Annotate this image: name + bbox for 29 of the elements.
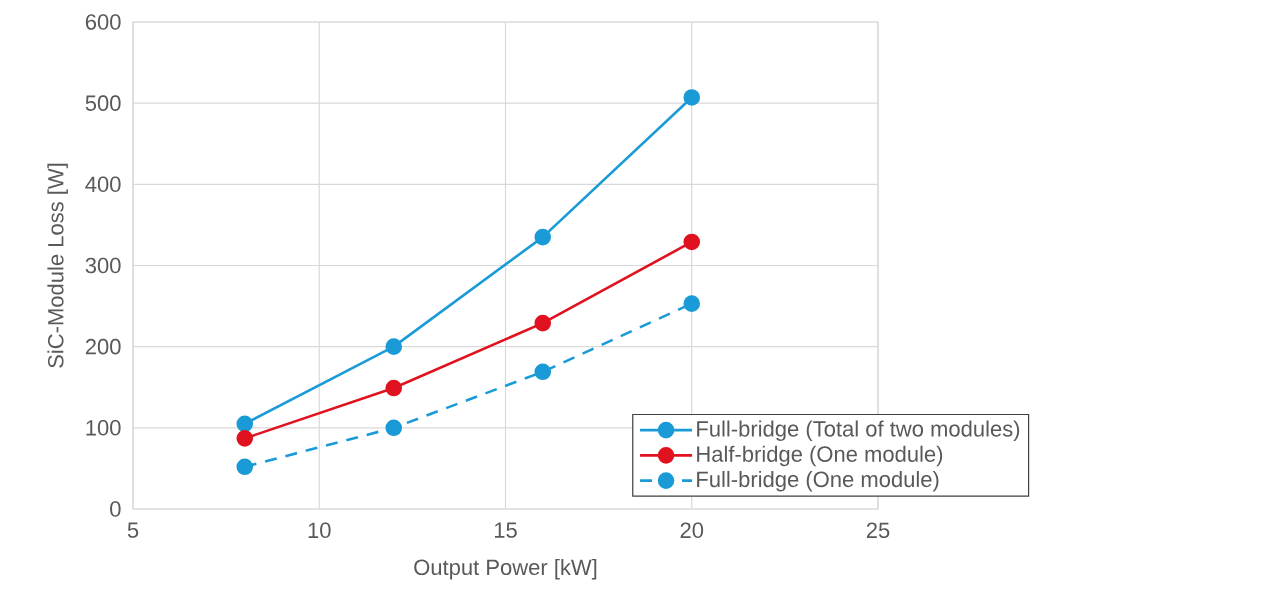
point bbox=[534, 363, 552, 381]
y-tick-label: 100 bbox=[86, 420, 121, 436]
point bbox=[385, 379, 403, 397]
point bbox=[385, 419, 403, 437]
x-tick-label: 15 bbox=[494, 522, 517, 538]
legend-label: Full-bridge (One module) bbox=[697, 470, 939, 492]
y-tick-label: 0 bbox=[110, 501, 121, 517]
point bbox=[683, 233, 701, 251]
point bbox=[683, 295, 701, 312]
point bbox=[534, 228, 552, 246]
x-tick-label: 25 bbox=[866, 522, 890, 539]
point bbox=[236, 415, 254, 433]
x-tick-label: 20 bbox=[680, 522, 704, 539]
x-tick-label: 5 bbox=[127, 522, 139, 538]
y-tick-label: 300 bbox=[85, 257, 121, 274]
legend-label: Full-bridge (Total of two modules) bbox=[697, 420, 1020, 441]
x-axis-title: Output Power [kW] bbox=[414, 558, 597, 580]
x-tick-label: 10 bbox=[308, 522, 331, 539]
y-axis-title: SiC-Module Loss [W] bbox=[47, 163, 68, 368]
point bbox=[534, 314, 552, 332]
point bbox=[683, 89, 701, 106]
point bbox=[236, 430, 254, 447]
y-tick-label: 500 bbox=[85, 95, 121, 111]
y-tick-label: 400 bbox=[85, 176, 121, 193]
y-tick-label: 200 bbox=[85, 338, 121, 355]
legend-label: Half-bridge (One module) bbox=[697, 445, 943, 467]
point bbox=[385, 338, 403, 355]
y-tick-label: 600 bbox=[85, 14, 121, 30]
point bbox=[236, 458, 254, 476]
